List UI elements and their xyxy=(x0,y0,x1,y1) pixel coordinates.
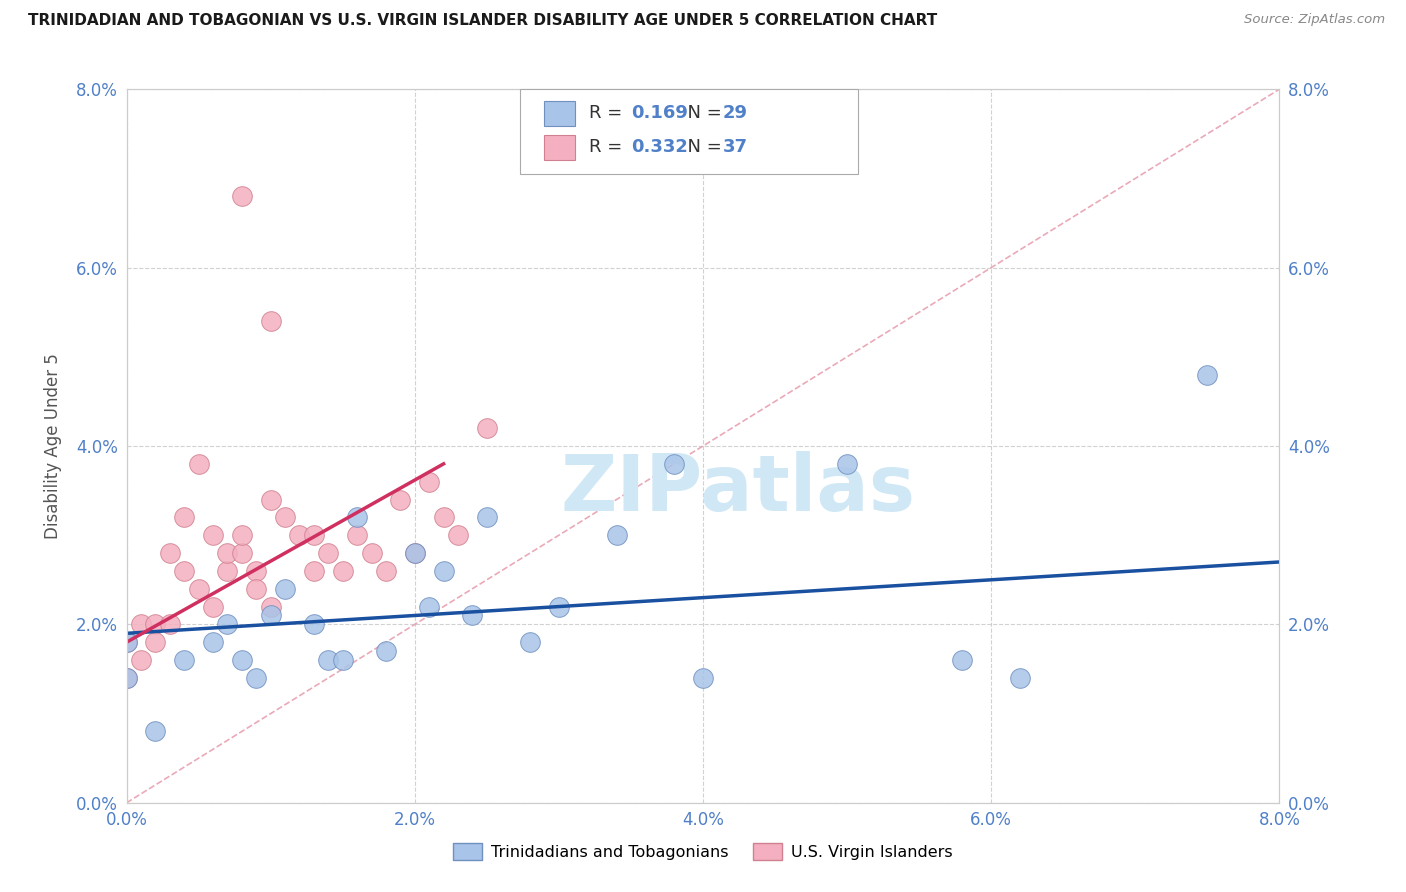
Point xyxy=(404,546,426,560)
Legend: Trinidadians and Tobagonians, U.S. Virgin Islanders: Trinidadians and Tobagonians, U.S. Virgi… xyxy=(447,837,959,866)
Point xyxy=(159,617,181,632)
Text: TRINIDADIAN AND TOBAGONIAN VS U.S. VIRGIN ISLANDER DISABILITY AGE UNDER 5 CORREL: TRINIDADIAN AND TOBAGONIAN VS U.S. VIRGI… xyxy=(28,13,938,29)
Point xyxy=(129,653,152,667)
Point xyxy=(835,457,858,471)
Point xyxy=(664,457,686,471)
Point xyxy=(316,653,339,667)
Point xyxy=(259,492,281,507)
Text: R =: R = xyxy=(589,104,628,122)
Y-axis label: Disability Age Under 5: Disability Age Under 5 xyxy=(45,353,62,539)
Point xyxy=(217,617,239,632)
Point xyxy=(547,599,569,614)
Point xyxy=(475,421,498,435)
Point xyxy=(389,492,412,507)
Point xyxy=(187,582,209,596)
Text: Source: ZipAtlas.com: Source: ZipAtlas.com xyxy=(1244,13,1385,27)
Point xyxy=(274,510,297,524)
Point xyxy=(360,546,382,560)
Point xyxy=(259,608,281,623)
Point xyxy=(950,653,973,667)
Point xyxy=(447,528,470,542)
Point xyxy=(302,528,325,542)
Point xyxy=(404,546,426,560)
Point xyxy=(173,510,195,524)
Point xyxy=(217,546,239,560)
Point xyxy=(187,457,209,471)
Point xyxy=(461,608,484,623)
Text: 0.169: 0.169 xyxy=(631,104,688,122)
Point xyxy=(259,599,281,614)
Point xyxy=(346,510,368,524)
Text: 29: 29 xyxy=(723,104,748,122)
Point xyxy=(129,617,152,632)
Point xyxy=(231,653,253,667)
Point xyxy=(145,724,166,739)
Point xyxy=(231,546,253,560)
Point xyxy=(245,671,267,685)
Point xyxy=(115,671,138,685)
Point xyxy=(418,599,440,614)
Point xyxy=(475,510,498,524)
Point xyxy=(433,564,456,578)
Text: N =: N = xyxy=(676,138,728,156)
Point xyxy=(374,564,396,578)
Point xyxy=(332,653,354,667)
Point xyxy=(245,582,267,596)
Point xyxy=(202,528,225,542)
Point xyxy=(418,475,440,489)
Point xyxy=(231,189,253,203)
Point xyxy=(173,564,195,578)
Text: 0.332: 0.332 xyxy=(631,138,688,156)
Point xyxy=(115,635,138,649)
Point xyxy=(274,582,297,596)
Point xyxy=(245,564,267,578)
Point xyxy=(159,546,181,560)
Point xyxy=(605,528,627,542)
Point xyxy=(302,617,325,632)
Point xyxy=(433,510,456,524)
Point xyxy=(332,564,354,578)
Text: 37: 37 xyxy=(723,138,748,156)
Text: N =: N = xyxy=(676,104,728,122)
Point xyxy=(115,635,138,649)
Point xyxy=(1008,671,1031,685)
Point xyxy=(231,528,253,542)
Point xyxy=(173,653,195,667)
Point xyxy=(692,671,714,685)
Point xyxy=(217,564,239,578)
Point xyxy=(115,671,138,685)
Point xyxy=(374,644,396,658)
Point xyxy=(202,599,225,614)
Text: ZIPatlas: ZIPatlas xyxy=(560,450,915,527)
Point xyxy=(519,635,541,649)
Point xyxy=(316,546,339,560)
Point xyxy=(302,564,325,578)
Point xyxy=(145,635,166,649)
Point xyxy=(1197,368,1219,382)
Point xyxy=(259,314,281,328)
Point xyxy=(202,635,225,649)
Point xyxy=(145,617,166,632)
Text: R =: R = xyxy=(589,138,628,156)
Point xyxy=(288,528,311,542)
Point xyxy=(346,528,368,542)
